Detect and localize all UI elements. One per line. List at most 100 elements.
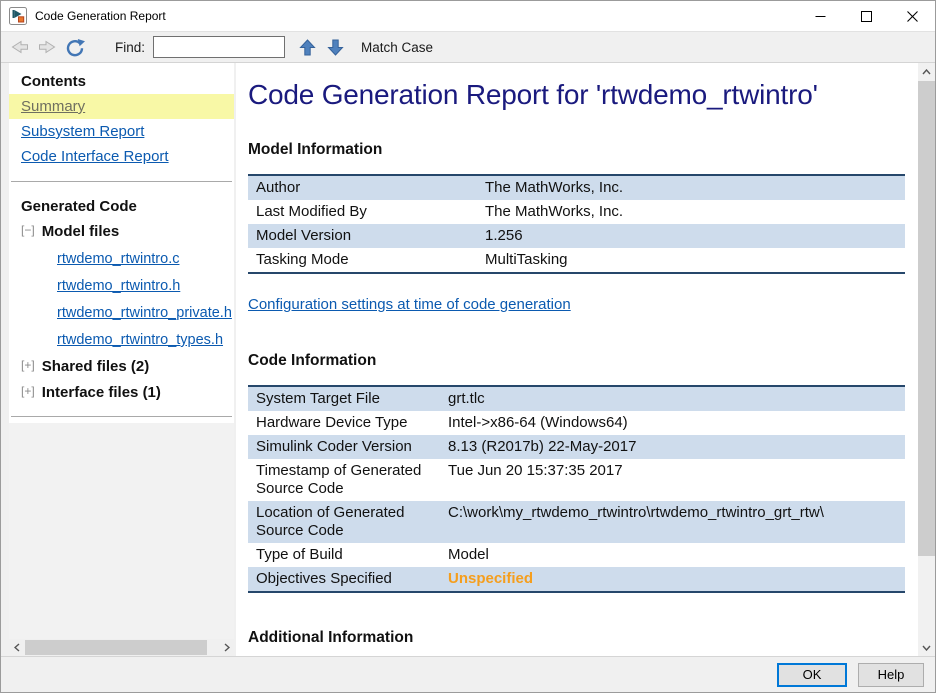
chevron-left-icon xyxy=(13,643,19,652)
chevron-down-icon xyxy=(922,645,931,651)
title-bar: Code Generation Report xyxy=(1,1,935,31)
forward-button[interactable] xyxy=(33,35,61,59)
generated-code-tree: [−] Model files rtwdemo_rtwintro.c rtwdemo_… xyxy=(21,223,232,402)
generated-code-section: Generated Code [−] Model files rtwdemo_rtw… xyxy=(9,188,234,410)
table-row: Model Version 1.256 xyxy=(248,224,905,248)
configuration-settings-link[interactable]: Configuration settings at time of code g… xyxy=(248,296,571,313)
main-vertical-scrollbar[interactable] xyxy=(918,63,935,656)
dialog-footer: OK Help xyxy=(1,656,935,692)
contents-link[interactable]: Summary xyxy=(21,98,86,115)
collapse-icon[interactable]: [−] xyxy=(21,223,35,237)
row-label: Hardware Device Type xyxy=(256,414,408,431)
contents-link[interactable]: Code Interface Report xyxy=(21,148,169,165)
table-row: System Target File grt.tlc xyxy=(248,386,905,411)
row-value: MultiTasking xyxy=(485,251,568,268)
tree-group-label[interactable]: Shared files (2) xyxy=(41,358,150,375)
close-icon xyxy=(906,10,918,22)
minimize-button[interactable] xyxy=(797,1,843,31)
tree-group: [+] Shared files (2) xyxy=(21,358,222,376)
tree-file-item: rtwdemo_rtwintro.c xyxy=(57,250,222,268)
window-title: Code Generation Report xyxy=(35,9,166,23)
scroll-up-button[interactable] xyxy=(918,63,935,80)
vscroll-thumb[interactable] xyxy=(918,81,935,557)
row-label: Objectives Specified xyxy=(256,570,392,587)
help-button[interactable]: Help xyxy=(858,662,924,687)
contents-title: Contents xyxy=(21,73,86,90)
table-row: Objectives Specified Unspecified xyxy=(248,567,905,592)
row-value: 1.256 xyxy=(485,227,523,244)
model-information-heading: Model Information xyxy=(248,141,383,158)
find-next-button[interactable] xyxy=(321,35,349,59)
row-value: Model xyxy=(448,546,489,563)
row-value: Unspecified xyxy=(440,567,905,592)
row-label: Type of Build xyxy=(256,546,343,563)
tree-group: [+] Interface files (1) xyxy=(21,384,222,402)
hscroll-track[interactable] xyxy=(24,639,219,656)
maximize-button[interactable] xyxy=(843,1,889,31)
expand-icon[interactable]: [+] xyxy=(21,384,35,398)
hscroll-thumb[interactable] xyxy=(25,640,207,655)
refresh-icon xyxy=(66,38,85,56)
report-main-panel: Code Generation Report for 'rtwdemo_rtwi… xyxy=(236,63,935,656)
row-label: Model Version xyxy=(256,227,352,244)
back-button[interactable] xyxy=(5,35,33,59)
file-link[interactable]: rtwdemo_rtwintro.h xyxy=(57,278,181,294)
table-row: Timestamp of Generated Source Code Tue Ju… xyxy=(248,459,905,501)
contents-item: Code Interface Report xyxy=(21,144,222,169)
row-label: Simulink Coder Version xyxy=(256,438,412,455)
find-previous-button[interactable] xyxy=(293,35,321,59)
contents-section: Contents Summary Subsystem Report Code Int… xyxy=(9,63,234,175)
scroll-left-button[interactable] xyxy=(9,639,24,656)
match-case-toggle[interactable]: Match Case xyxy=(361,39,434,55)
additional-information-heading: Additional Information xyxy=(248,629,414,646)
contents-list: Summary Subsystem Report Code Interface Re… xyxy=(9,94,234,169)
chevron-up-icon xyxy=(922,68,931,74)
tree-file-item: rtwdemo_rtwintro_types.h xyxy=(57,331,224,349)
maximize-icon xyxy=(860,10,872,22)
table-row: Tasking Mode MultiTasking xyxy=(248,248,905,273)
close-button[interactable] xyxy=(889,1,935,31)
scroll-down-button[interactable] xyxy=(918,639,935,656)
sidebar-panel: Contents Summary Subsystem Report Code Int… xyxy=(9,63,234,423)
contents-item: Subsystem Report xyxy=(21,119,222,144)
table-row: Hardware Device Type Intel->x86-64 (Windo… xyxy=(248,411,905,435)
tree-file-item: rtwdemo_rtwintro_private.h xyxy=(57,304,232,322)
expand-icon[interactable]: [+] xyxy=(21,358,35,372)
row-label: Last Modified By xyxy=(256,203,367,220)
row-value: The MathWorks, Inc. xyxy=(485,179,624,196)
scroll-right-button[interactable] xyxy=(219,639,234,656)
back-arrow-icon xyxy=(11,40,28,54)
forward-arrow-icon xyxy=(38,40,55,54)
row-value: Tue Jun 20 15:37:35 2017 xyxy=(448,462,623,479)
sidebar-divider xyxy=(11,181,232,182)
ok-button[interactable]: OK xyxy=(777,662,847,687)
model-information-table: Author The MathWorks, Inc. Last Modified B… xyxy=(248,174,905,274)
tree-group-label[interactable]: Model files xyxy=(41,223,120,240)
tree-group-label[interactable]: Interface files (1) xyxy=(41,384,161,401)
contents-link[interactable]: Subsystem Report xyxy=(21,123,145,140)
simulink-report-icon xyxy=(9,7,27,25)
contents-sidebar: Contents Summary Subsystem Report Code Int… xyxy=(1,63,236,656)
code-information-table: System Target File grt.tlc Hardware Device… xyxy=(248,385,905,593)
file-link[interactable]: rtwdemo_rtwintro_private.h xyxy=(57,305,232,321)
find-toolbar: Find: Match Case xyxy=(1,31,935,63)
down-arrow-icon xyxy=(326,39,344,56)
find-input[interactable] xyxy=(153,36,286,58)
report-body: Contents Summary Subsystem Report Code Int… xyxy=(1,63,935,656)
vscroll-track[interactable] xyxy=(918,80,935,639)
file-link[interactable]: rtwdemo_rtwintro_types.h xyxy=(57,332,224,348)
row-value: Intel->x86-64 (Windows64) xyxy=(448,414,628,431)
tree-file-item: rtwdemo_rtwintro.h xyxy=(57,277,222,295)
find-label: Find: xyxy=(115,39,146,55)
table-row: Type of Build Model xyxy=(248,543,905,567)
table-row: Location of Generated Source Code C:\work… xyxy=(248,501,905,543)
file-link[interactable]: rtwdemo_rtwintro.c xyxy=(57,251,180,267)
table-row: Last Modified By The MathWorks, Inc. xyxy=(248,200,905,224)
sidebar-horizontal-scrollbar[interactable] xyxy=(9,639,234,656)
refresh-button[interactable] xyxy=(61,35,89,59)
contents-item: Summary xyxy=(9,94,234,119)
table-row: Simulink Coder Version 8.13 (R2017b) 22-M… xyxy=(248,435,905,459)
minimize-icon xyxy=(815,15,825,17)
